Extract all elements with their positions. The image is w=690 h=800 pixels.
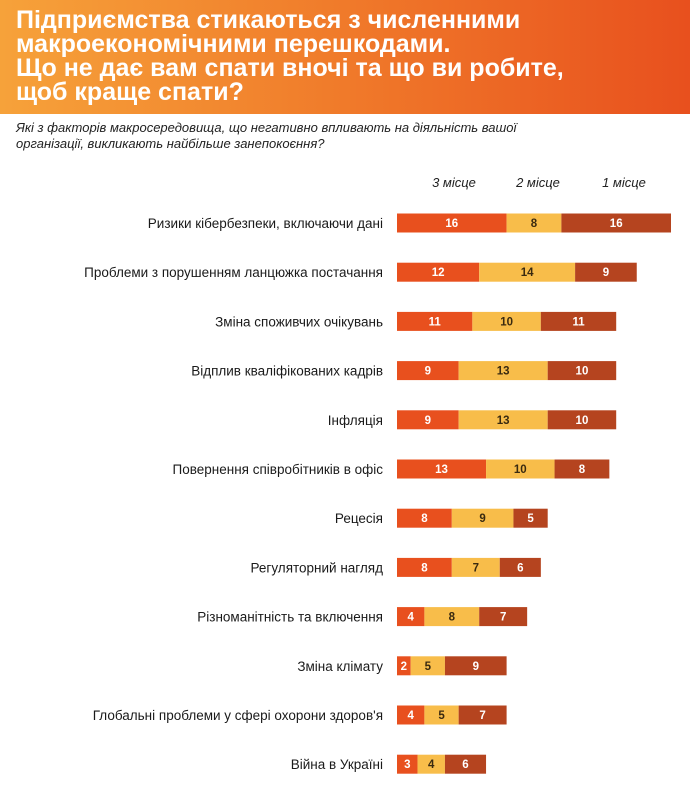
- data-label: 9: [479, 513, 485, 525]
- bar-segment: [397, 213, 507, 233]
- bar-segment: [410, 656, 445, 676]
- bar-segment: [444, 754, 487, 774]
- bar-segment: [486, 459, 555, 479]
- data-label: 14: [521, 267, 534, 279]
- bar-segment: [458, 361, 548, 381]
- header-banner: Підприємства стикаються з численними мак…: [0, 0, 690, 114]
- bar-segment: [451, 557, 500, 577]
- data-label: 10: [514, 464, 527, 476]
- category-label: Інфляція: [328, 413, 383, 428]
- data-label: 11: [572, 316, 585, 328]
- data-label: 9: [473, 661, 479, 673]
- legend-item-first: 1 місце: [602, 175, 646, 190]
- bar-segment: [513, 508, 548, 528]
- data-label: 7: [473, 562, 479, 574]
- bar-segment: [458, 705, 507, 725]
- data-label: 6: [517, 562, 523, 574]
- bar-segment: [397, 754, 418, 774]
- bar-segment: [575, 262, 637, 282]
- bar-segment: [417, 754, 445, 774]
- page-title: Підприємства стикаються з численними мак…: [16, 6, 564, 106]
- bar-segment: [451, 508, 514, 528]
- bar-segment: [397, 262, 480, 282]
- bar-segment: [397, 508, 452, 528]
- data-label: 4: [407, 710, 414, 722]
- bar-segment: [424, 607, 480, 627]
- data-label: 6: [462, 759, 468, 771]
- bar-segment: [397, 656, 411, 676]
- category-label: Різноманітність та включення: [197, 610, 383, 625]
- category-label: Зміна споживчих очікувань: [215, 314, 383, 329]
- data-label: 9: [425, 366, 431, 378]
- bar-segment: [540, 311, 617, 331]
- bar-segment: [506, 213, 562, 233]
- category-label: Регуляторний нагляд: [251, 560, 384, 575]
- data-label: 16: [445, 218, 458, 230]
- data-label: 8: [531, 218, 538, 230]
- data-label: 13: [497, 415, 510, 427]
- data-label: 13: [435, 464, 448, 476]
- data-label: 7: [500, 612, 506, 624]
- data-label: 8: [579, 464, 586, 476]
- category-label: Проблеми з порушенням ланцюжка постачанн…: [84, 265, 383, 280]
- data-label: 3: [404, 759, 410, 771]
- data-label: 10: [576, 415, 589, 427]
- bar-segment: [444, 656, 507, 676]
- data-label: 10: [500, 316, 513, 328]
- bar-segment: [397, 311, 473, 331]
- bar-segment: [479, 607, 528, 627]
- category-label: Повернення співробітників в офіс: [173, 462, 384, 477]
- data-label: 9: [603, 267, 609, 279]
- data-label: 8: [421, 562, 428, 574]
- legend-item-third: 3 місце: [432, 175, 476, 190]
- data-label: 4: [428, 759, 435, 771]
- bar-segment: [547, 410, 617, 430]
- data-label: 9: [425, 415, 431, 427]
- bar-segment: [397, 361, 459, 381]
- bar-segment: [397, 607, 425, 627]
- bar-segment: [554, 459, 610, 479]
- bar-segment: [397, 705, 425, 725]
- category-label: Відплив кваліфікованих кадрів: [191, 364, 383, 379]
- bar-segment: [424, 705, 459, 725]
- bar-segment: [472, 311, 541, 331]
- bar-segment: [479, 262, 576, 282]
- data-label: 11: [429, 316, 442, 328]
- legend-item-second: 2 місце: [516, 175, 560, 190]
- data-label: 13: [497, 366, 510, 378]
- data-label: 5: [527, 513, 534, 525]
- data-label: 8: [449, 612, 456, 624]
- bar-segment: [547, 361, 617, 381]
- data-label: 7: [479, 710, 485, 722]
- bar-segment: [397, 410, 459, 430]
- bar-segment: [499, 557, 541, 577]
- category-label: Зміна клімату: [297, 659, 383, 674]
- bar-segment: [458, 410, 548, 430]
- data-label: 16: [610, 218, 623, 230]
- data-label: 8: [421, 513, 428, 525]
- data-label: 5: [425, 661, 432, 673]
- data-label: 4: [407, 612, 414, 624]
- data-label: 12: [432, 267, 445, 279]
- bar-segment: [561, 213, 671, 233]
- category-label: Війна в Україні: [291, 757, 383, 772]
- chart-question: Які з факторів макросередовища, що негат…: [16, 120, 517, 151]
- bar-segment: [397, 459, 487, 479]
- bar-segment: [397, 557, 452, 577]
- category-label: Ризики кібербезпеки, включаючи дані: [148, 216, 383, 231]
- data-label: 10: [576, 366, 589, 378]
- data-label: 5: [438, 710, 445, 722]
- category-label: Рецесія: [335, 511, 383, 526]
- data-label: 2: [401, 661, 407, 673]
- category-label: Глобальні проблеми у сфері охорони здоро…: [93, 708, 383, 723]
